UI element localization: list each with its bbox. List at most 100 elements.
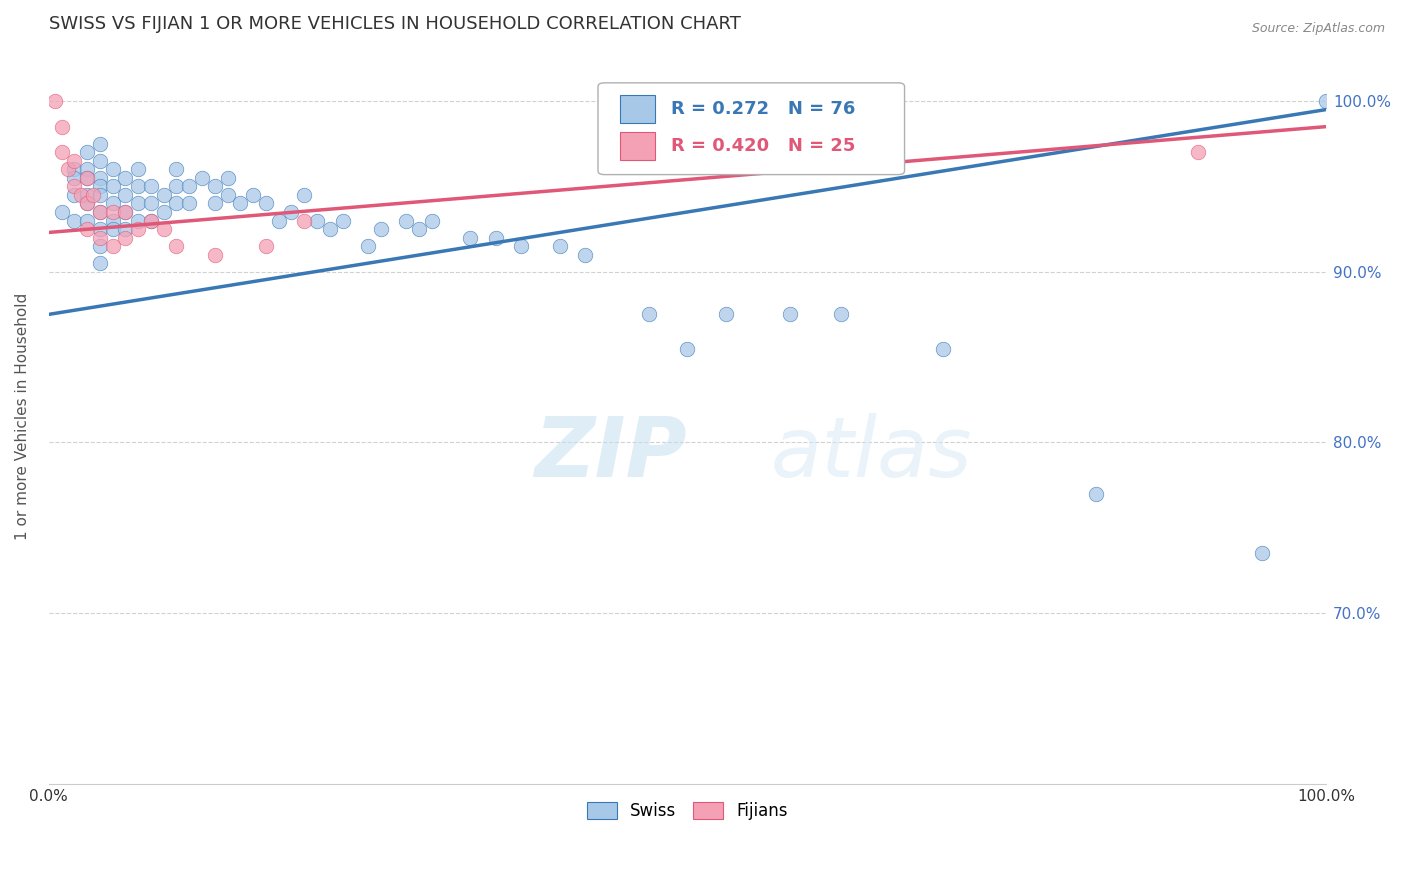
- Point: [204, 247, 226, 261]
- Point: [139, 213, 162, 227]
- Point: [139, 213, 162, 227]
- Point: [152, 188, 174, 202]
- Point: [357, 239, 380, 253]
- FancyBboxPatch shape: [620, 95, 655, 123]
- Point: [395, 213, 418, 227]
- Point: [179, 179, 201, 194]
- Point: [114, 188, 136, 202]
- Point: [830, 307, 852, 321]
- Point: [254, 196, 277, 211]
- Y-axis label: 1 or more Vehicles in Household: 1 or more Vehicles in Household: [15, 293, 30, 541]
- Point: [114, 222, 136, 236]
- Point: [292, 213, 315, 227]
- Point: [166, 239, 188, 253]
- Point: [63, 188, 86, 202]
- Point: [127, 179, 149, 194]
- Point: [254, 239, 277, 253]
- Point: [932, 342, 955, 356]
- Point: [76, 213, 98, 227]
- Point: [139, 196, 162, 211]
- Text: R = 0.420   N = 25: R = 0.420 N = 25: [671, 137, 855, 155]
- FancyBboxPatch shape: [598, 83, 904, 175]
- Point: [63, 162, 86, 177]
- Point: [370, 222, 392, 236]
- Point: [76, 170, 98, 185]
- Point: [638, 307, 661, 321]
- Point: [179, 196, 201, 211]
- Point: [280, 205, 302, 219]
- Point: [89, 170, 111, 185]
- Point: [101, 213, 124, 227]
- Point: [89, 205, 111, 219]
- Point: [779, 307, 801, 321]
- Point: [166, 196, 188, 211]
- Point: [63, 170, 86, 185]
- Text: Source: ZipAtlas.com: Source: ZipAtlas.com: [1251, 22, 1385, 36]
- Point: [408, 222, 430, 236]
- Point: [714, 307, 737, 321]
- Point: [305, 213, 328, 227]
- Point: [51, 120, 73, 134]
- Point: [292, 188, 315, 202]
- Point: [89, 222, 111, 236]
- Point: [332, 213, 354, 227]
- Point: [127, 196, 149, 211]
- Point: [76, 162, 98, 177]
- Point: [76, 188, 98, 202]
- Point: [191, 170, 214, 185]
- Point: [458, 230, 481, 244]
- Point: [166, 162, 188, 177]
- Point: [76, 145, 98, 160]
- Point: [319, 222, 342, 236]
- Point: [1251, 546, 1274, 560]
- Text: ZIP: ZIP: [534, 413, 686, 494]
- Point: [127, 213, 149, 227]
- Point: [51, 205, 73, 219]
- Point: [101, 205, 124, 219]
- Point: [152, 205, 174, 219]
- Point: [101, 162, 124, 177]
- Point: [76, 170, 98, 185]
- Point: [217, 188, 239, 202]
- Text: SWISS VS FIJIAN 1 OR MORE VEHICLES IN HOUSEHOLD CORRELATION CHART: SWISS VS FIJIAN 1 OR MORE VEHICLES IN HO…: [49, 15, 741, 33]
- Point: [676, 342, 699, 356]
- Legend: Swiss, Fijians: Swiss, Fijians: [581, 796, 794, 827]
- Point: [76, 222, 98, 236]
- Point: [101, 196, 124, 211]
- Text: atlas: atlas: [770, 413, 972, 494]
- Point: [114, 205, 136, 219]
- Point: [114, 170, 136, 185]
- Point: [127, 222, 149, 236]
- Point: [1187, 145, 1209, 160]
- Point: [89, 179, 111, 194]
- Point: [89, 230, 111, 244]
- Point: [89, 153, 111, 168]
- Point: [574, 247, 596, 261]
- Point: [101, 179, 124, 194]
- Point: [420, 213, 443, 227]
- Text: R = 0.272   N = 76: R = 0.272 N = 76: [671, 100, 855, 119]
- Point: [63, 153, 86, 168]
- Point: [76, 196, 98, 211]
- Point: [89, 136, 111, 151]
- Point: [63, 179, 86, 194]
- Point: [82, 188, 104, 202]
- Point: [127, 162, 149, 177]
- Point: [101, 222, 124, 236]
- Point: [51, 145, 73, 160]
- Point: [101, 239, 124, 253]
- Point: [485, 230, 508, 244]
- Point: [89, 256, 111, 270]
- Point: [89, 239, 111, 253]
- Point: [114, 230, 136, 244]
- Point: [44, 94, 66, 108]
- Point: [166, 179, 188, 194]
- Point: [1315, 94, 1337, 108]
- Point: [63, 213, 86, 227]
- Point: [510, 239, 533, 253]
- Point: [152, 222, 174, 236]
- FancyBboxPatch shape: [620, 132, 655, 160]
- Point: [548, 239, 571, 253]
- Point: [56, 162, 79, 177]
- Point: [1085, 486, 1108, 500]
